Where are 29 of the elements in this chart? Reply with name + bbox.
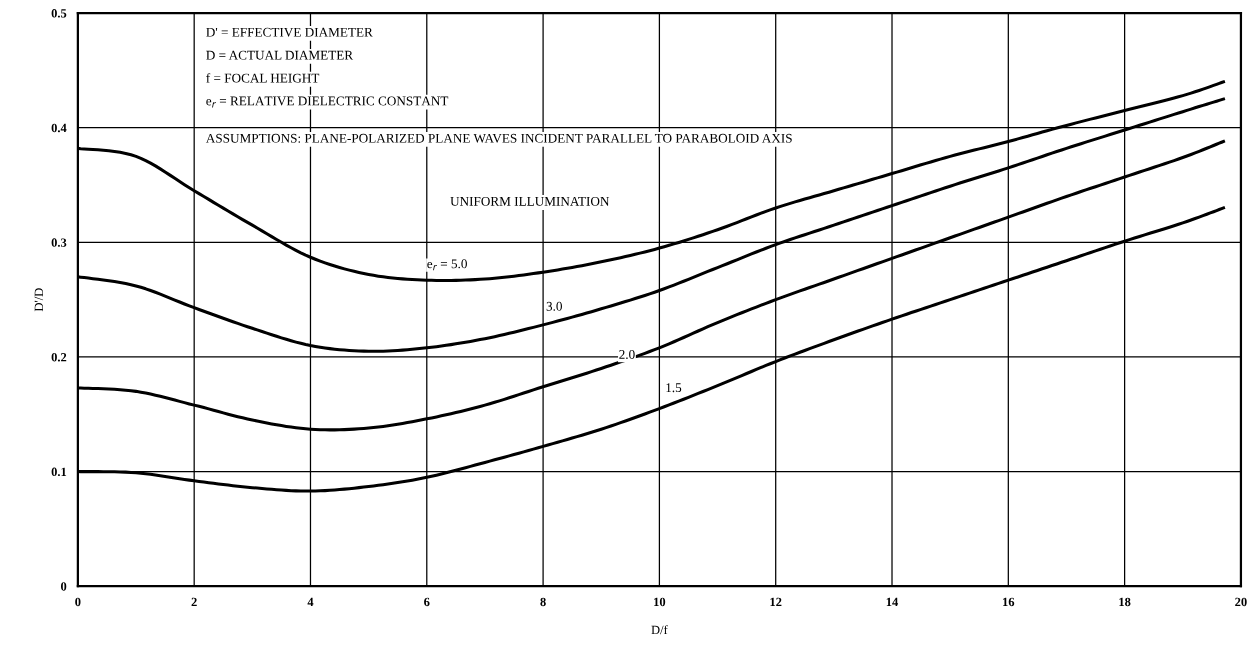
y-tick-label: 0.5: [51, 9, 67, 18]
x-tick-label: 18: [1119, 597, 1131, 607]
y-axis-title: D'/D: [34, 288, 44, 312]
x-tick-label: 10: [654, 597, 666, 607]
annotation: e$_{r}$ = RELATIVE DIELECTRIC CONSTANT: [206, 96, 449, 108]
x-tick-label: 14: [886, 597, 899, 607]
annotation: D' = EFFECTIVE DIAMETER: [206, 27, 373, 37]
series-label: 3.0: [546, 301, 562, 311]
annotation: ASSUMPTIONS: PLANE-POLARIZED PLANE WAVES INCIDENT PARALLEL TO PARABOLOID AXIS: [205, 133, 792, 143]
x-tick-label: 4: [307, 597, 314, 607]
annotation: UNIFORM ILLUMINATION: [450, 196, 610, 206]
x-tick-label: 0: [75, 597, 81, 607]
x-tick-label: 2: [191, 597, 197, 607]
x-axis-title: D/f: [651, 625, 668, 635]
annotation: D = ACTUAL DIAMETER: [206, 50, 354, 60]
y-tick-label: 0: [60, 582, 67, 591]
x-tick-label: 6: [424, 597, 430, 607]
x-tick-label: 12: [770, 597, 782, 607]
x-tick-label: 16: [1003, 597, 1015, 607]
series-label: 2.0: [619, 349, 635, 359]
x-tick-label: 20: [1235, 597, 1247, 607]
y-tick-label: 0.1: [51, 467, 67, 477]
y-tick-label: 0.4: [51, 123, 67, 133]
annotation: f = FOCAL HEIGHT: [206, 73, 320, 83]
y-tick-label: 0.3: [51, 238, 67, 247]
y-tick-label: 0.2: [51, 353, 67, 362]
series-label: 1.5: [666, 383, 682, 393]
series-label: e$_{r}$ = 5.0: [427, 259, 467, 271]
x-tick-label: 8: [540, 597, 546, 607]
